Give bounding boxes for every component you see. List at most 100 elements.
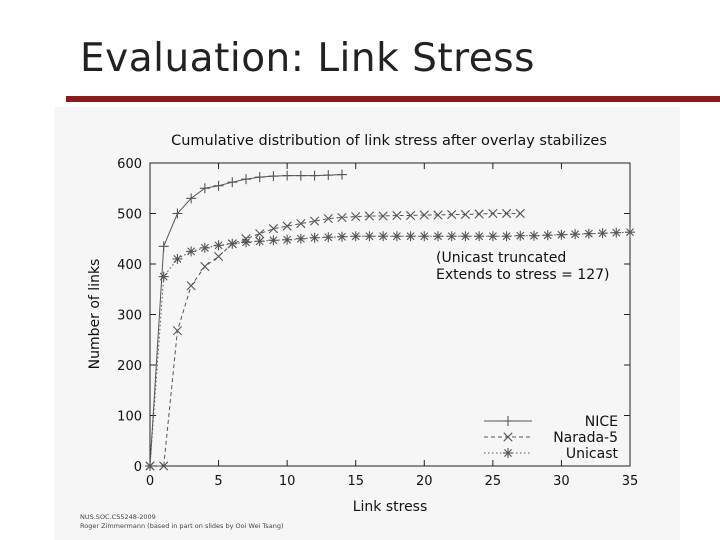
- data-point-unicast: [474, 231, 485, 242]
- chart-title: Cumulative distribution of link stress a…: [171, 133, 607, 149]
- data-point-narada-5: [419, 210, 429, 220]
- data-point-narada-5: [447, 209, 457, 220]
- data-point-unicast: [625, 227, 635, 238]
- data-point-unicast: [570, 229, 581, 240]
- data-point-narada-5: [392, 210, 402, 221]
- legend-label: Unicast: [566, 446, 619, 462]
- data-point-unicast: [158, 271, 169, 282]
- annotation-line-1: (Unicast truncated: [436, 250, 566, 266]
- data-point-unicast: [145, 461, 155, 471]
- data-point-unicast: [227, 238, 238, 249]
- data-point-narada-5: [488, 208, 498, 219]
- data-point-unicast: [542, 230, 553, 241]
- y-axis-label: Number of links: [87, 259, 103, 370]
- y-tick-label: 200: [117, 359, 142, 374]
- footer-credit: Roger Zimmermann (based in part on slide…: [80, 522, 284, 530]
- data-point-nice: [337, 169, 347, 180]
- data-point-narada-5: [501, 208, 512, 219]
- data-point-nice: [227, 177, 238, 188]
- data-point-nice: [254, 172, 265, 183]
- data-point-narada-5: [268, 224, 279, 234]
- data-point-unicast: [433, 231, 443, 242]
- data-point-unicast: [254, 236, 265, 247]
- data-point-nice: [282, 170, 293, 181]
- data-point-narada-5: [337, 212, 347, 223]
- series-unicast: [145, 227, 635, 471]
- data-point-nice: [295, 170, 306, 181]
- data-point-nice: [158, 241, 169, 252]
- chart-panel: Cumulative distribution of link stress a…: [54, 107, 680, 540]
- data-point-unicast: [172, 253, 183, 264]
- legend-entry-narada-5: Narada-5: [484, 430, 618, 446]
- y-tick-label: 100: [117, 410, 142, 425]
- series-narada-5: [145, 208, 525, 471]
- data-point-narada-5: [405, 210, 416, 221]
- x-tick-label: 15: [347, 474, 364, 489]
- link-stress-chart: Cumulative distribution of link stress a…: [87, 133, 639, 515]
- slide-footer: NUS.SOC.CS5248-2009 Roger Zimmermann (ba…: [80, 513, 283, 531]
- series-line-nice: [149, 174, 343, 467]
- data-point-unicast: [323, 232, 334, 243]
- legend-label: NICE: [585, 414, 618, 430]
- data-point-narada-5: [378, 211, 388, 221]
- data-point-narada-5: [296, 219, 306, 229]
- data-point-unicast: [460, 231, 471, 242]
- data-point-nice: [172, 208, 183, 219]
- data-point-narada-5: [323, 213, 333, 224]
- data-point-unicast: [419, 231, 430, 242]
- data-point-nice: [309, 170, 320, 181]
- data-point-unicast: [583, 228, 594, 239]
- data-point-narada-5: [351, 211, 361, 222]
- data-point-unicast: [446, 231, 457, 242]
- y-tick-label: 500: [117, 208, 142, 223]
- data-point-narada-5: [200, 261, 210, 272]
- data-point-narada-5: [433, 210, 443, 220]
- x-tick-label: 25: [485, 474, 502, 489]
- legend-marker: [503, 448, 513, 458]
- data-point-narada-5: [364, 211, 375, 221]
- data-point-unicast: [556, 229, 567, 240]
- data-point-narada-5: [186, 281, 196, 291]
- data-point-nice: [213, 180, 224, 191]
- x-tick-label: 0: [146, 474, 154, 489]
- data-point-unicast: [378, 231, 389, 242]
- series-layer: [145, 169, 635, 471]
- data-point-unicast: [501, 231, 512, 242]
- data-point-unicast: [487, 231, 498, 242]
- data-point-narada-5: [309, 216, 320, 226]
- data-point-nice: [186, 193, 197, 204]
- y-axis: 0 100 200 300 400 500 600: [117, 157, 630, 475]
- data-point-unicast: [213, 240, 224, 251]
- series-nice: [145, 169, 347, 471]
- data-point-narada-5: [474, 209, 484, 219]
- data-point-unicast: [364, 231, 375, 242]
- footer-course: NUS.SOC.CS5248-2009: [80, 513, 156, 521]
- data-point-unicast: [268, 235, 279, 246]
- data-point-unicast: [515, 230, 526, 241]
- data-point-unicast: [295, 233, 306, 244]
- data-point-unicast: [241, 237, 251, 248]
- x-tick-label: 35: [622, 474, 639, 489]
- legend-label: Narada-5: [553, 430, 618, 446]
- data-point-nice: [241, 174, 251, 185]
- legend-marker: [503, 416, 513, 426]
- data-point-unicast: [337, 231, 347, 242]
- data-point-unicast: [405, 231, 416, 242]
- legend-marker: [503, 432, 513, 442]
- data-point-unicast: [597, 228, 608, 239]
- data-point-nice: [323, 170, 334, 181]
- data-point-narada-5: [255, 229, 265, 239]
- x-tick-label: 20: [416, 474, 433, 489]
- data-point-unicast: [529, 230, 539, 241]
- x-tick-label: 5: [214, 474, 222, 489]
- data-point-narada-5: [282, 221, 292, 231]
- data-point-unicast: [309, 232, 320, 243]
- data-point-nice: [199, 183, 210, 194]
- annotation: (Unicast truncated Extends to stress = 1…: [436, 250, 610, 283]
- x-tick-label: 10: [279, 474, 296, 489]
- data-point-unicast: [186, 246, 197, 257]
- y-tick-label: 300: [117, 309, 142, 324]
- y-tick-label: 0: [134, 460, 142, 475]
- data-point-unicast: [199, 242, 210, 253]
